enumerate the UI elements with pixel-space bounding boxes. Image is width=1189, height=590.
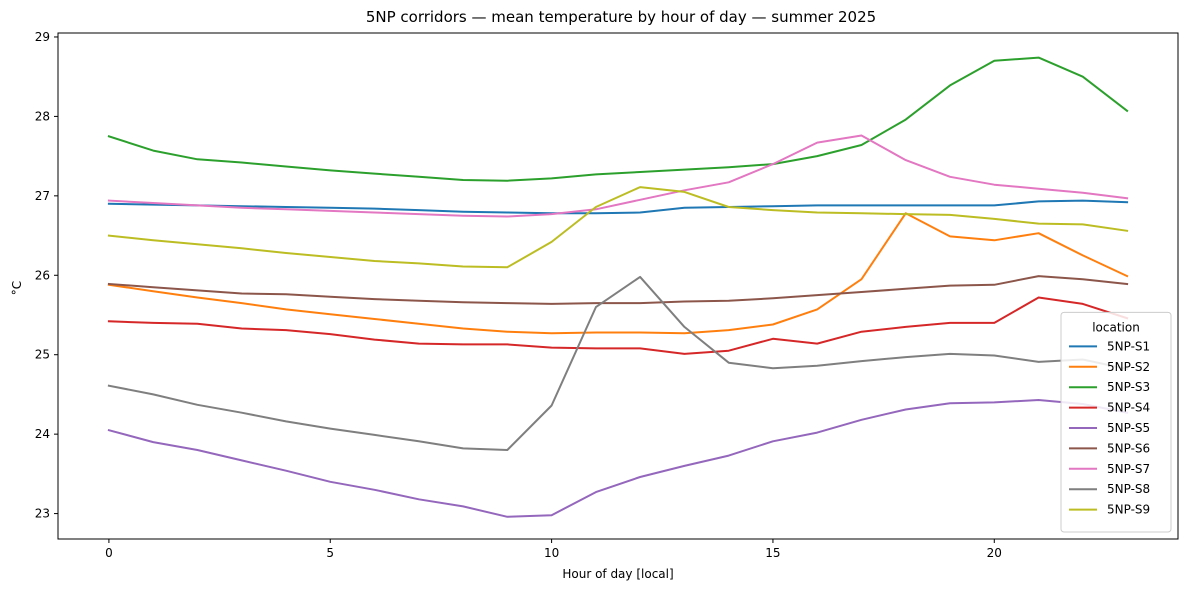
chart-title: 5NP corridors — mean temperature by hour… (366, 8, 876, 26)
legend-label: 5NP-S4 (1107, 401, 1150, 415)
series-line-5np-s3 (107, 56, 1129, 182)
x-tick-label: 5 (326, 546, 334, 560)
x-tick-label: 0 (105, 546, 113, 560)
y-tick-label: 23 (35, 507, 50, 521)
legend-label: 5NP-S6 (1107, 441, 1150, 455)
series-line-5np-s9 (107, 186, 1129, 269)
series-line-5np-s2 (107, 212, 1129, 335)
y-tick-label: 26 (35, 268, 50, 282)
legend-label: 5NP-S3 (1107, 380, 1150, 394)
legend-label: 5NP-S9 (1107, 503, 1150, 517)
series-line-5np-s4 (107, 296, 1129, 355)
y-tick-label: 24 (35, 427, 50, 441)
legend-label: 5NP-S7 (1107, 462, 1150, 476)
x-tick-label: 20 (987, 546, 1002, 560)
series-line-5np-s8 (107, 275, 1129, 451)
y-tick-label: 29 (35, 30, 50, 44)
series-line-5np-s7 (107, 134, 1129, 218)
plot-frame (57, 32, 1179, 540)
series-line-5np-s1 (107, 199, 1129, 215)
legend: location 5NP-S1 5NP-S2 5NP-S3 5NP-S4 5NP-S5 5N… (1060, 311, 1172, 533)
legend-label: 5NP-S5 (1107, 421, 1150, 435)
y-tick-label: 28 (35, 109, 50, 123)
axes: 0 5 10 15 20 23 24 25 26 27 28 29 (35, 30, 1002, 560)
legend-label: 5NP-S1 (1107, 339, 1150, 353)
y-tick-label: 25 (35, 348, 50, 362)
x-axis-label: Hour of day [local] (562, 567, 673, 581)
legend-title: location (1092, 320, 1140, 334)
legend-label: 5NP-S2 (1107, 360, 1150, 374)
series-lines (107, 56, 1129, 518)
y-tick-label: 27 (35, 189, 50, 203)
series-line-5np-s6 (107, 275, 1129, 305)
y-axis-label: °C (10, 281, 24, 295)
x-tick-label: 10 (544, 546, 559, 560)
legend-label: 5NP-S8 (1107, 482, 1150, 496)
x-tick-label: 15 (765, 546, 780, 560)
series-line-5np-s5 (107, 399, 1129, 518)
